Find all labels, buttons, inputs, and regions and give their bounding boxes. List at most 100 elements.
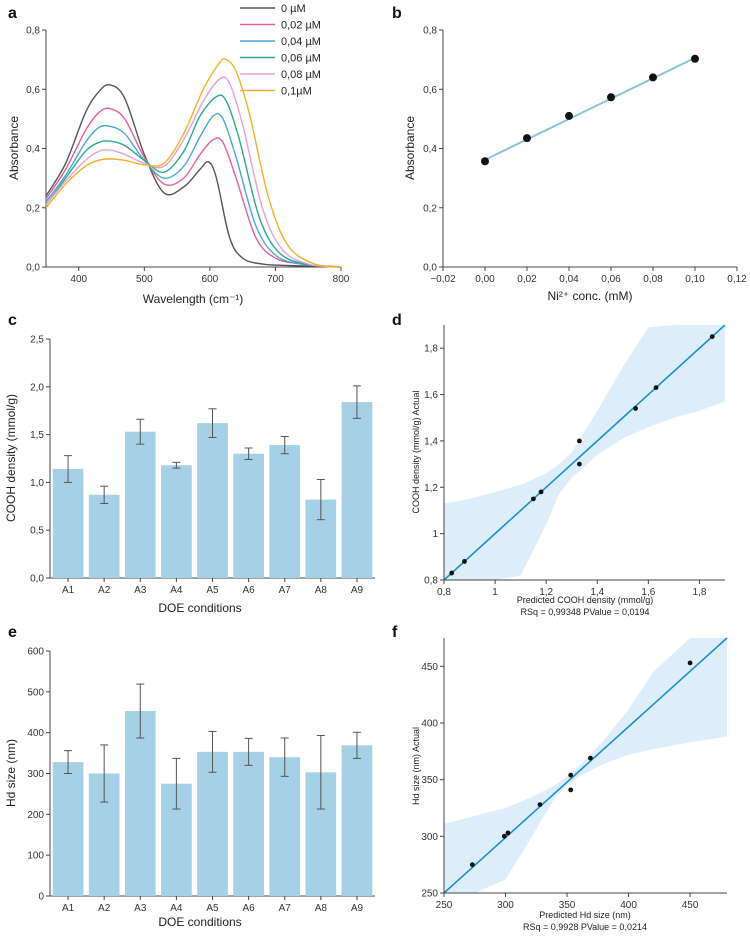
bar-a2 [88,494,120,578]
data-point-0 [469,862,475,868]
x-tick-label: A4 [170,903,183,914]
data-point-2 [565,111,573,120]
y-tick-label: 450 [421,662,438,673]
x-tick-label: A3 [134,903,147,914]
fit-line-f [443,637,728,894]
data-point-1 [462,559,467,564]
x-tick-label: A2 [98,903,111,914]
x-tick-label: −0,02 [430,274,456,285]
y-ticks-f: 250 300 350 400 450 [421,662,444,900]
bar-a5 [197,751,228,896]
y-tick-label: 0,2 [423,203,437,214]
y-axis-label-a: Absorbance [7,116,21,180]
x-tick-label: A8 [315,903,328,914]
x-tick-label: A1 [62,903,75,914]
x-tick-label: 800 [333,274,350,285]
bar-a1 [52,762,84,896]
y-tick-label: 500 [27,687,44,698]
fit-line [443,637,728,894]
chart-e-hd-size: A1 A2 A3 A4 A5 A6 A7 A8 A9 0 100 200 300 400 500 600 D… [4,647,375,929]
error-bars-e [64,683,361,810]
y-tick-label: 1 [432,529,438,540]
panel-letter-a: a [8,5,17,22]
series-line-0 [45,83,342,268]
x-tick-label: 0,00 [475,274,495,285]
y-tick-label: 250 [421,889,438,900]
data-point-0 [481,157,489,166]
fit-line-b [484,56,696,161]
y-ticks-e: 0 100 200 300 400 500 600 [27,647,50,903]
bar-a4 [161,465,192,578]
x-axis-label-e: DOE conditions [158,915,241,929]
x-ticks-d: 0,8 1 1,2 1,4 1,6 1,8 [437,580,707,598]
bar-a6 [233,453,264,578]
x-axis-label-c: DOE conditions [158,601,241,615]
data-point-4 [649,73,657,82]
legend-label-5: 0,1µM [281,86,312,98]
x-tick-label: 0,04 [559,274,579,285]
y-ticks-a: 0,0 0,2 0,4 0,6 0,8 [26,26,46,274]
chart-c-cooh-density: A1 A2 A3 A4 A5 A6 A7 A8 A9 0,0 0,5 1,0 1,5 2,0 2,5 DO… [4,335,375,615]
data-point-5 [691,54,699,63]
fit-line-d [443,324,726,581]
data-point-3 [538,489,544,495]
chart-a-absorbance-spectra: 400 500 600 700 800 0,0 0,2 0,4 0,6 0,8 0 µM 0,02… [7,3,350,306]
x-tick-label: A1 [62,585,75,596]
y-tick-label: 0,8 [424,576,438,587]
x-tick-label: A6 [242,585,255,596]
x-tick-label: A9 [351,585,364,596]
x-tick-label: 0,8 [437,587,451,598]
y-tick-label: 1,8 [424,344,438,355]
legend-a: 0 µM 0,02 µM 0,04 µM 0,06 µM 0,08 µM 0,1µM [240,3,321,98]
panel-letter-e: e [8,624,17,641]
data-point-4 [568,772,574,778]
data-point-7 [653,385,659,390]
series-line-5 [45,57,342,268]
data-point-2 [531,496,536,502]
bars-e [52,711,373,896]
data-point-6 [633,406,638,411]
y-ticks-b: 0,0 0,2 0,4 0,6 0,8 [423,26,443,274]
x-tick-label: A3 [134,585,147,596]
x-tick-label: 0,12 [727,274,747,285]
bars-c [52,402,373,578]
y-tick-label: 1,2 [424,483,438,494]
y-tick-label: 0,0 [423,263,437,274]
bar-a6 [233,751,264,896]
y-tick-label: 0 [38,892,44,903]
x-tick-label: A2 [98,585,111,596]
x-tick-label: 700 [267,274,284,285]
bar-a7 [269,445,301,578]
y-tick-label: 0,8 [423,26,437,37]
x-tick-label: 400 [70,274,87,285]
legend-label-0: 0 µM [281,3,306,15]
x-tick-label: 0,10 [685,274,705,285]
y-tick-label: 0,6 [26,85,40,96]
bar-a7 [269,757,301,896]
y-ticks-c: 0,0 0,5 1,0 1,5 2,0 2,5 [30,335,50,585]
x-tick-label: 1,4 [590,587,604,598]
y-tick-label: 0,8 [26,26,40,37]
panel-letter-c: c [8,312,17,329]
data-point-0 [449,570,455,576]
data-point-3 [607,93,615,102]
fit-line [484,56,696,161]
legend-label-2: 0,04 µM [281,36,321,48]
panel-letter-d: d [392,312,402,329]
x-tick-label: A7 [279,585,292,596]
y-tick-label: 2,5 [30,335,44,346]
y-tick-label: 300 [421,832,438,843]
x-tick-label: 1,2 [539,587,553,598]
data-point-5 [568,787,574,793]
series-line-3 [45,94,342,268]
y-tick-label: 400 [421,719,438,730]
x-axis-label-b: Ni²⁺ conc. (mM) [548,289,633,303]
x-tick-label: 350 [559,900,576,911]
fit-line [443,324,726,581]
series-line-4 [45,76,342,268]
data-point-1 [523,134,531,143]
x-axis-label-a: Wavelength (cm⁻¹) [143,292,244,306]
y-tick-label: 300 [27,769,44,780]
x-axis-label-f: Predicted Hd size (nm) [539,910,631,920]
